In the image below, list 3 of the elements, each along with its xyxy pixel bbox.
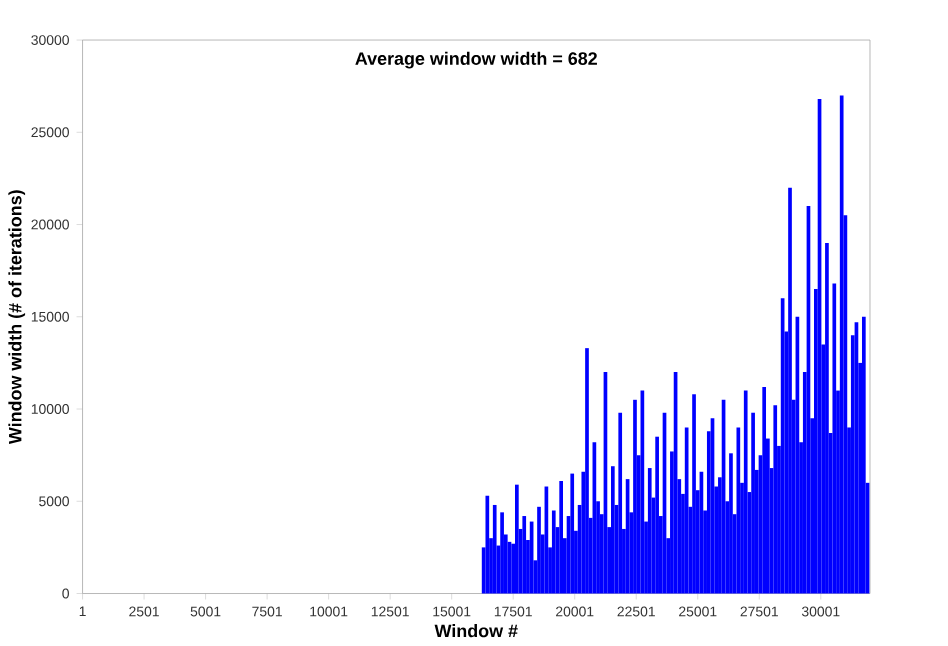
y-axis-title: Window width (# of iterations) <box>8 190 26 445</box>
x-axis-title: Window # <box>434 624 518 638</box>
text: Average window width = 682 <box>355 51 597 69</box>
